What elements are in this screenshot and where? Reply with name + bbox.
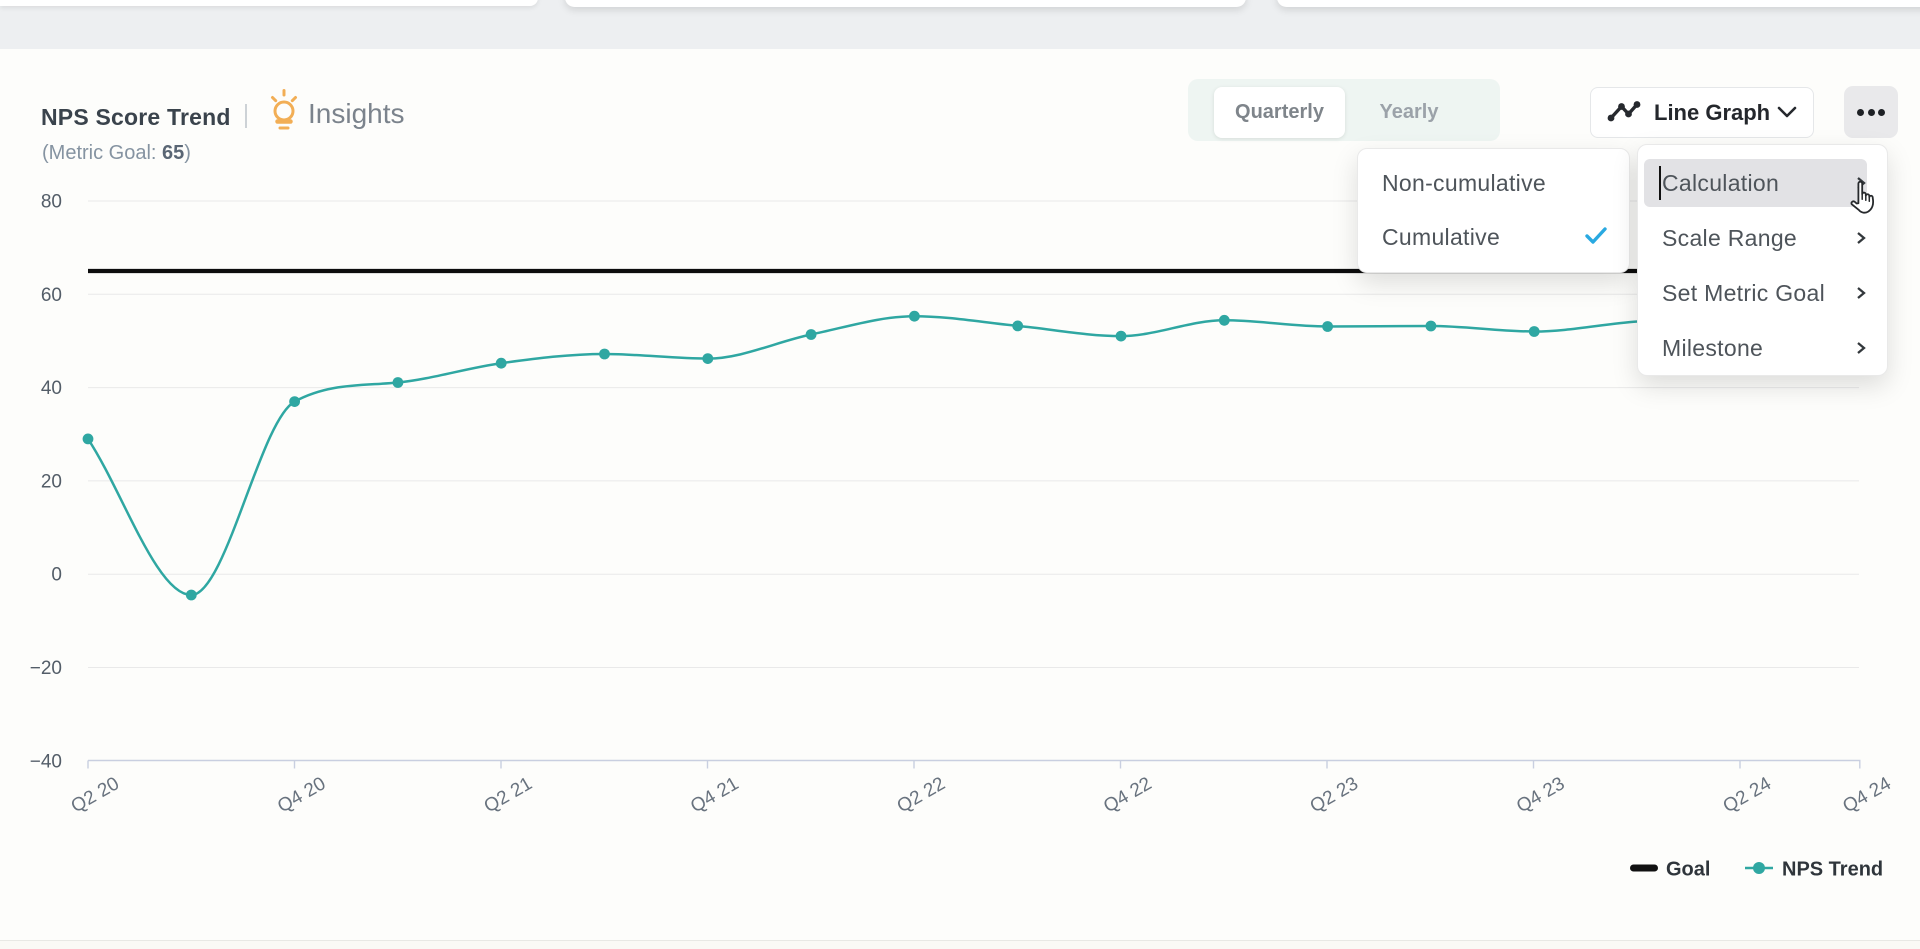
svg-text:−40: −40 <box>30 751 62 772</box>
svg-text:40: 40 <box>41 378 62 399</box>
svg-text:20: 20 <box>41 471 62 492</box>
svg-text:Q4 22: Q4 22 <box>1100 773 1155 817</box>
svg-text:Q2 22: Q2 22 <box>894 773 949 817</box>
svg-text:0: 0 <box>51 565 62 586</box>
svg-text:80: 80 <box>41 192 62 213</box>
svg-text:Q2 21: Q2 21 <box>481 773 536 817</box>
svg-text:Goal: Goal <box>1666 859 1710 881</box>
svg-text:Q2 23: Q2 23 <box>1307 773 1362 817</box>
svg-text:Q2 20: Q2 20 <box>68 773 123 817</box>
svg-text:60: 60 <box>41 285 62 306</box>
svg-text:−20: −20 <box>30 658 62 679</box>
svg-text:Q4 24: Q4 24 <box>1839 773 1895 817</box>
svg-text:Q4 20: Q4 20 <box>274 773 329 817</box>
svg-text:Q2 24: Q2 24 <box>1720 773 1776 817</box>
svg-text:Q4 21: Q4 21 <box>687 773 742 817</box>
svg-text:Q4 23: Q4 23 <box>1513 773 1568 817</box>
svg-text:NPS Trend: NPS Trend <box>1782 859 1883 881</box>
